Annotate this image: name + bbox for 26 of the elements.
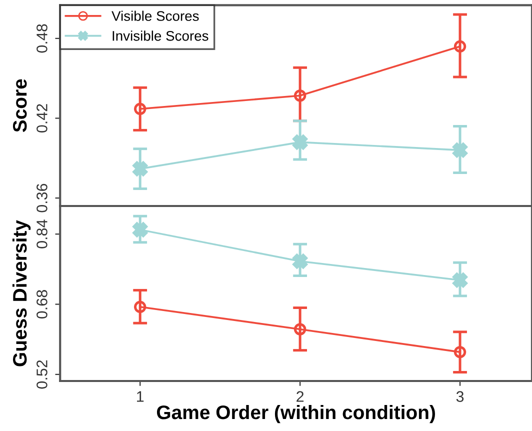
y-tick-label: 0.84 (36, 220, 48, 248)
legend-label: Visible Scores (112, 10, 199, 21)
y-tick-label: 0.42 (36, 104, 48, 132)
y-tick-label: 0.48 (36, 24, 48, 53)
point (452, 142, 468, 158)
legend-label: Invisible Scores (112, 30, 208, 41)
point (292, 134, 308, 150)
point (132, 222, 148, 238)
x-tick-label: 2 (296, 391, 304, 402)
y-tick-label: 0.36 (36, 184, 48, 212)
y-tick-label: 0.52 (36, 360, 48, 389)
x-axis-title: Game Order (within condition) (156, 404, 435, 424)
y-axis-title: Guess Diversity (12, 220, 31, 366)
point (134, 102, 146, 116)
point (454, 346, 466, 358)
y-axis-title: Score (12, 79, 27, 132)
point (132, 161, 148, 176)
point (294, 323, 306, 336)
point (452, 272, 468, 288)
point (294, 90, 306, 102)
point (134, 300, 146, 313)
point (454, 40, 466, 53)
x-tick-label: 1 (137, 391, 144, 402)
x-tick-label: 3 (456, 391, 464, 402)
y-tick-label: 0.68 (36, 290, 48, 319)
point (292, 254, 308, 269)
